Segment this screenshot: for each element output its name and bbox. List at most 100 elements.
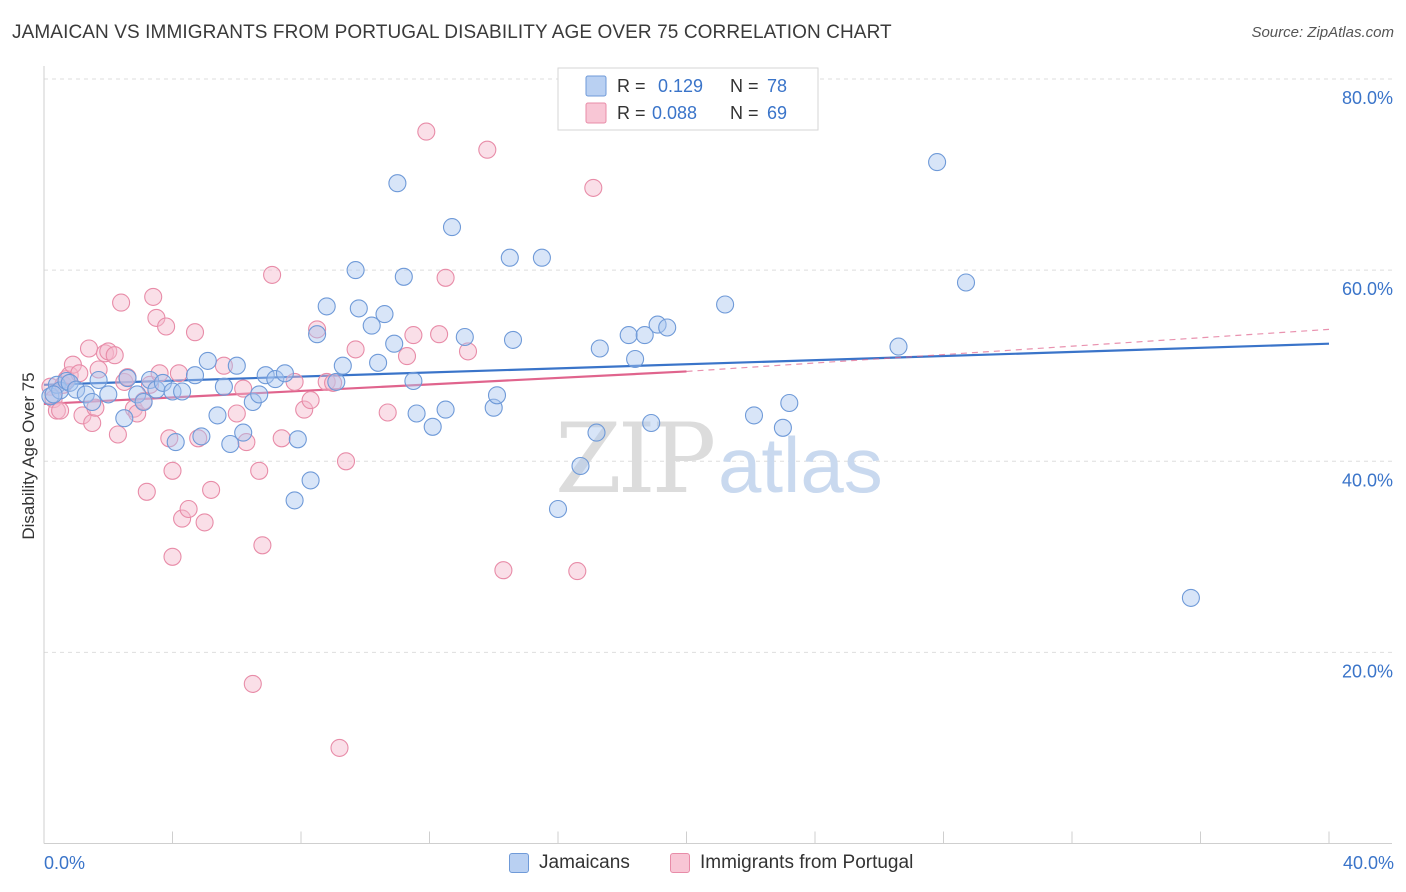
- legend-swatch-portugal: [585, 102, 607, 124]
- jamaican-point: [404, 371, 423, 391]
- legend-label-portugal: Immigrants from Portugal: [700, 852, 914, 873]
- portugal-point: [237, 433, 256, 452]
- jamaican-point: [327, 372, 346, 391]
- portugal-point: [89, 360, 108, 379]
- jamaican-point: [221, 434, 240, 454]
- legend-top: R = 0.129 N = 78 R = 0.088 N = 69: [557, 67, 819, 131]
- portugal-point: [179, 499, 198, 519]
- jamaican-point: [407, 404, 426, 423]
- portugal-point: [378, 403, 397, 422]
- portugal-point: [584, 178, 603, 197]
- portugal-point: [105, 346, 124, 365]
- legend-swatch-portugal-bottom: [670, 853, 690, 873]
- jamaican-point: [349, 299, 368, 318]
- jamaican-point: [626, 349, 645, 369]
- portugal-point: [169, 364, 188, 383]
- legend-n-label-1: N =: [730, 76, 759, 96]
- jamaican-point: [301, 471, 320, 490]
- jamaican-point: [635, 326, 654, 345]
- portugal-point: [189, 429, 208, 448]
- jamaican-point: [642, 413, 661, 433]
- jamaican-point: [590, 339, 609, 358]
- jamaican-point: [83, 392, 102, 412]
- jamaican-point: [214, 377, 233, 396]
- jamaican-point: [308, 325, 327, 344]
- portugal-point: [317, 372, 336, 391]
- legend-label-jamaicans: Jamaicans: [539, 852, 630, 873]
- portugal-point: [568, 562, 587, 581]
- portugal-trend-extension: [686, 328, 1330, 373]
- jamaican-point: [619, 326, 638, 345]
- chart-title: JAMAICAN VS IMMIGRANTS FROM PORTUGAL DIS…: [12, 22, 892, 43]
- portugal-point: [330, 738, 349, 757]
- gridlines: [44, 78, 1392, 653]
- jamaican-point: [744, 406, 764, 425]
- legend-r-value-1: 0.129: [658, 76, 703, 96]
- jamaican-point: [227, 356, 246, 375]
- portugal-point: [51, 401, 70, 420]
- portugal-point: [458, 342, 478, 361]
- portugal-point: [243, 674, 262, 693]
- jamaican-point: [780, 393, 799, 413]
- jamaican-point: [571, 456, 590, 476]
- data-points: [41, 122, 1200, 757]
- jamaican-point: [266, 370, 285, 389]
- portugal-point: [308, 320, 327, 339]
- jamaican-point: [243, 392, 262, 412]
- portugal-point: [234, 379, 253, 398]
- y-axis-label: Disability Age Over 75: [19, 372, 38, 539]
- y-tick-label: 80.0%: [1342, 88, 1393, 108]
- portugal-point: [108, 425, 127, 444]
- jamaican-point: [317, 297, 336, 316]
- portugal-point: [417, 122, 436, 141]
- y-tick-label: 60.0%: [1342, 279, 1393, 299]
- jamaican-point: [89, 370, 108, 390]
- portugal-point: [163, 547, 182, 566]
- portugal-point: [397, 347, 417, 366]
- portugal-point: [227, 404, 246, 423]
- legend-swatch-jamaicans-bottom: [509, 853, 529, 873]
- y-tick-label: 20.0%: [1342, 661, 1393, 681]
- portugal-point: [124, 399, 143, 418]
- jamaican-point: [288, 430, 307, 449]
- jamaican-point: [256, 366, 275, 385]
- portugal-point: [436, 268, 455, 287]
- legend-n-value-1: 78: [767, 76, 787, 96]
- jamaican-point: [166, 433, 185, 452]
- legend-r-label-1: R =: [617, 76, 646, 96]
- jamaican-point: [76, 385, 95, 404]
- jamaican-point: [487, 386, 507, 405]
- legend-n-label-2: N =: [730, 103, 759, 123]
- jamaican-point: [67, 380, 86, 399]
- jamaican-point: [163, 382, 182, 401]
- jamaican-point: [773, 418, 792, 437]
- portugal-point: [83, 413, 102, 433]
- jamaican-point: [587, 423, 606, 442]
- jamaican-point: [285, 491, 304, 510]
- jamaican-point: [44, 385, 63, 404]
- legend-r-value-2: 0.088: [652, 103, 697, 123]
- jamaican-point: [548, 499, 568, 519]
- legend-bottom: Jamaicans Immigrants from Portugal: [0, 852, 1406, 876]
- jamaican-point: [173, 382, 192, 401]
- jamaican-point: [455, 327, 474, 347]
- y-tick-labels: 20.0% 40.0% 60.0% 80.0%: [1342, 88, 1393, 681]
- legend-item-jamaicans: Jamaicans: [509, 852, 630, 874]
- portugal-point: [86, 398, 105, 417]
- portugal-point: [263, 265, 282, 284]
- jamaican-point: [503, 330, 523, 349]
- portugal-point: [202, 480, 221, 499]
- portugal-point: [295, 400, 314, 419]
- jamaican-point: [41, 387, 60, 406]
- jamaican-point: [369, 353, 388, 372]
- portugal-point: [346, 340, 365, 359]
- portugal-point: [144, 287, 163, 306]
- portugal-point: [112, 293, 131, 312]
- jamaican-point: [346, 261, 365, 280]
- y-tick-label: 40.0%: [1342, 470, 1393, 490]
- portugal-point: [272, 429, 291, 448]
- legend-swatch-jamaicans: [585, 75, 607, 97]
- portugal-point: [195, 513, 214, 532]
- jamaican-point: [208, 406, 227, 425]
- jamaican-point: [928, 153, 947, 172]
